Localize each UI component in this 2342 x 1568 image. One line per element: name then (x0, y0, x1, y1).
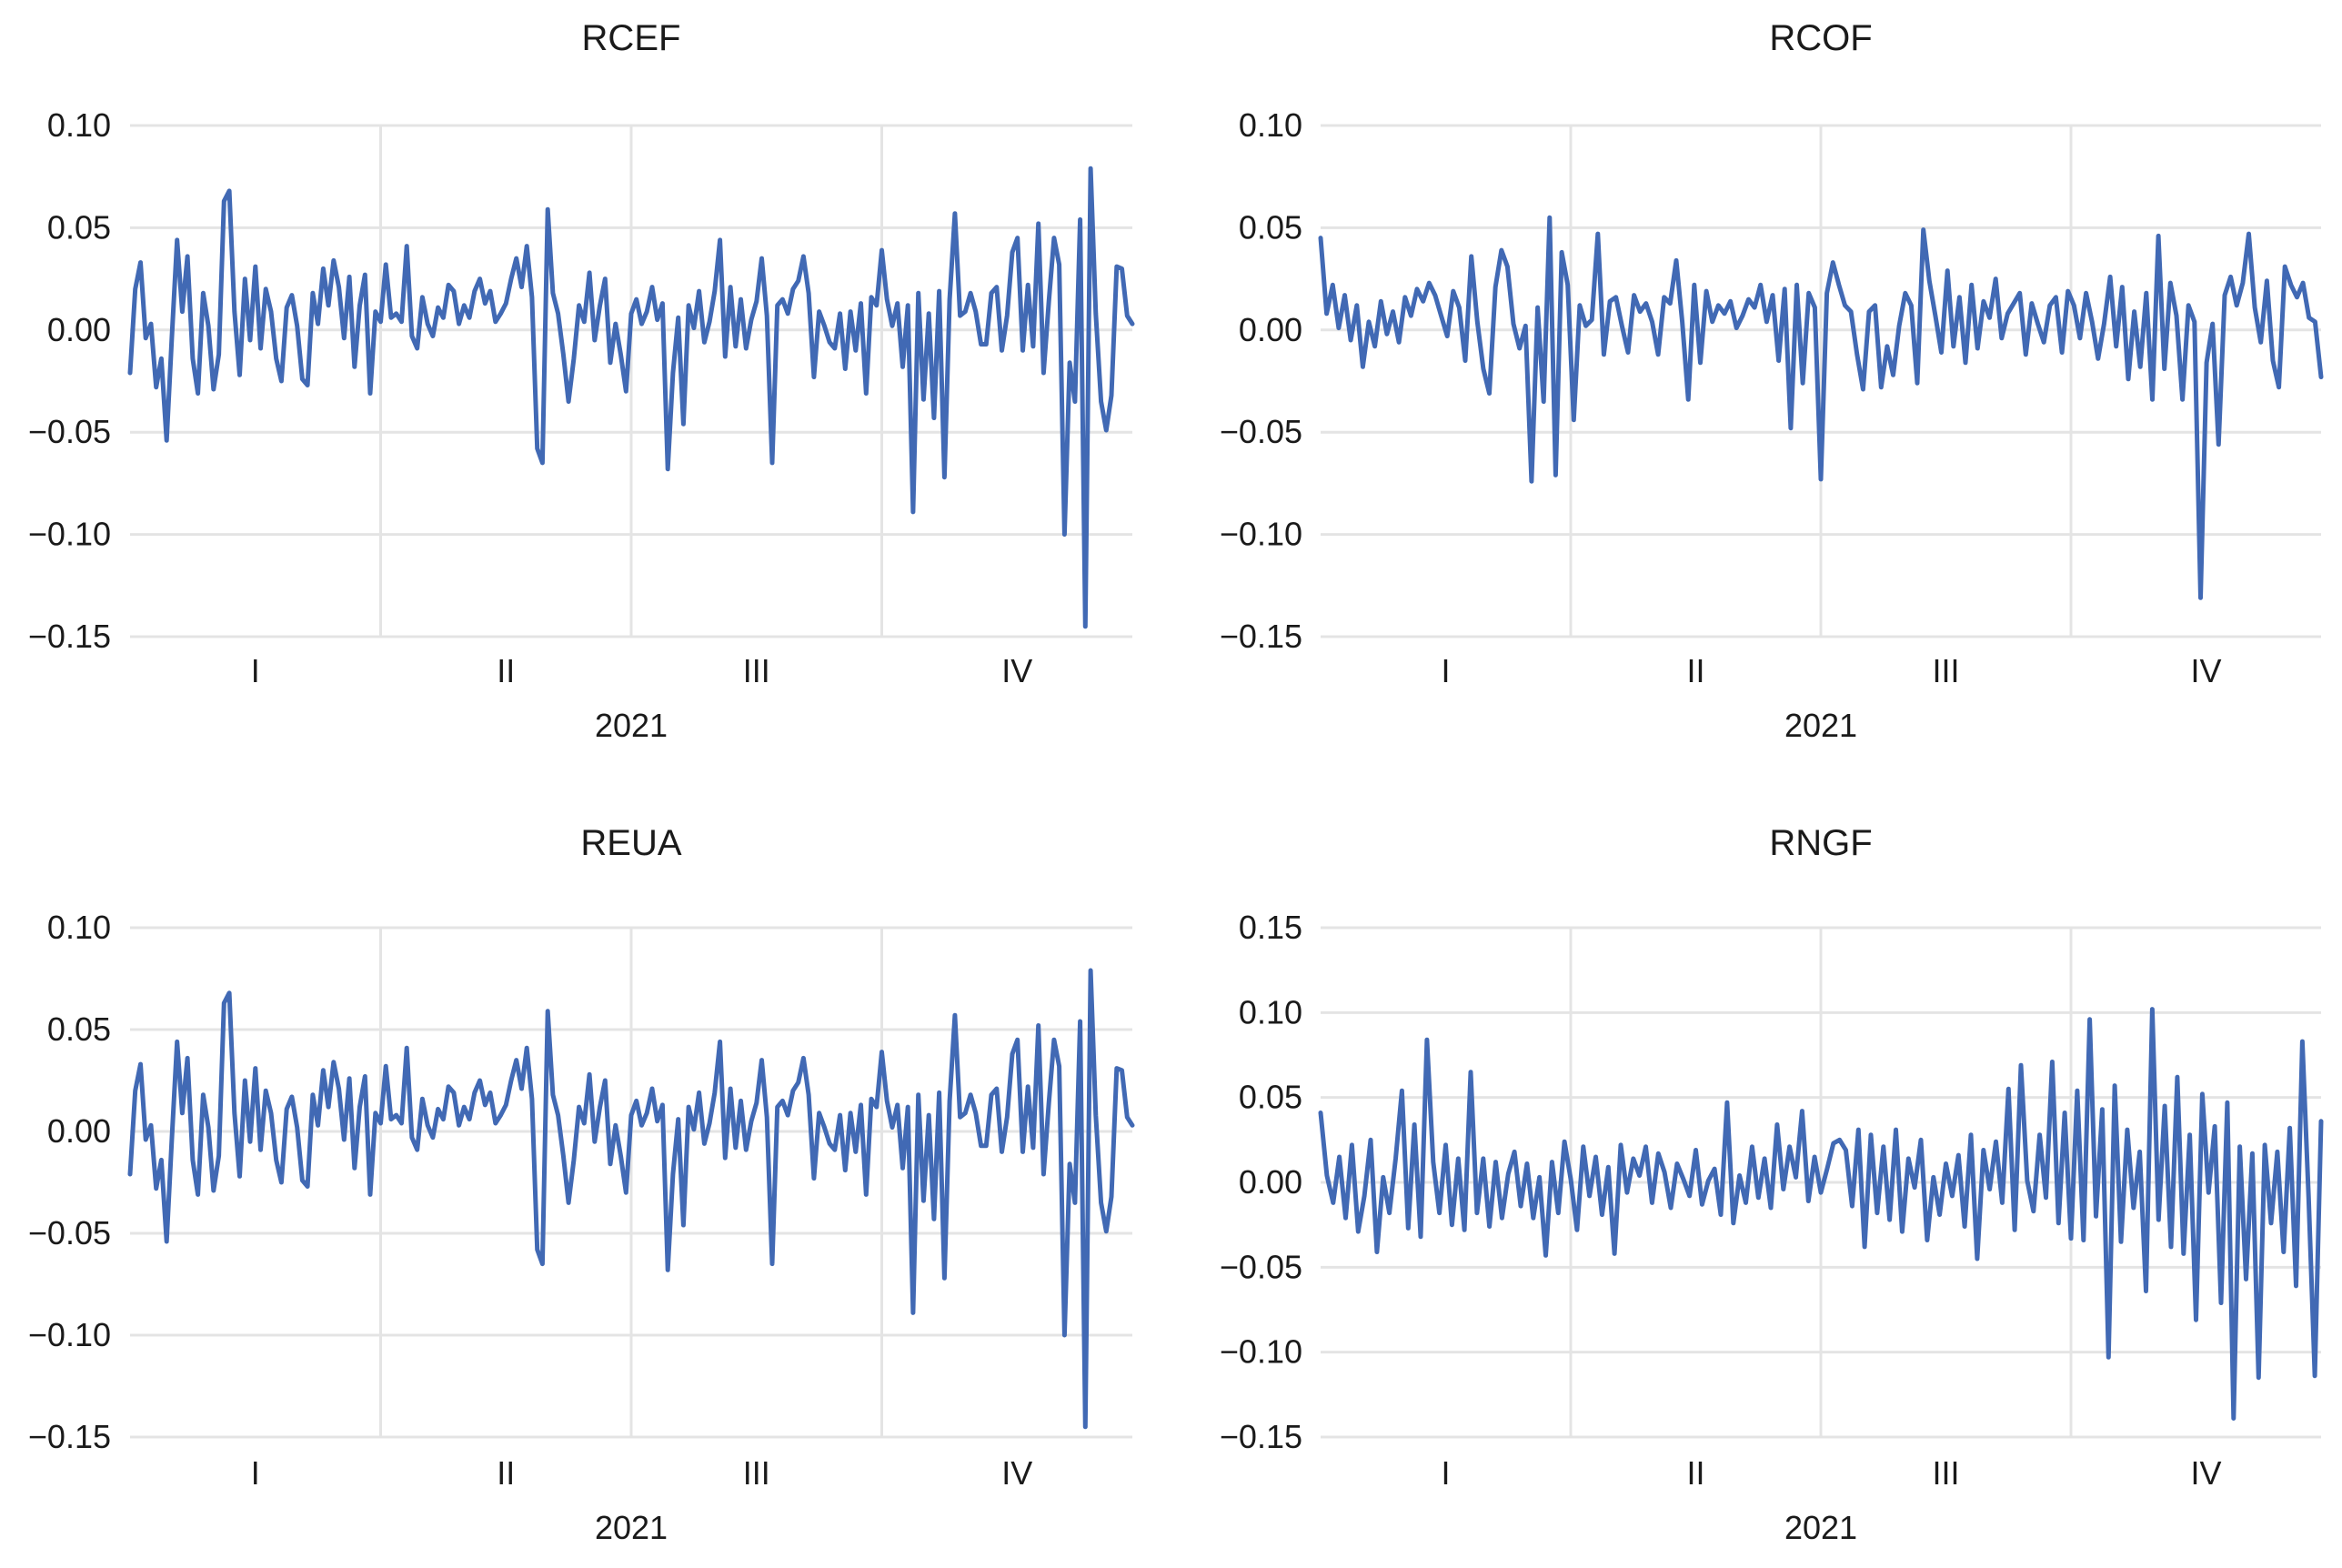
x-axis-label: 2021 (1784, 1509, 1857, 1546)
y-tick-label: 0.00 (1239, 1163, 1302, 1201)
x-tick-label: II (1686, 652, 1704, 689)
y-tick-label: 0.05 (47, 208, 111, 246)
x-tick-label: III (1932, 1454, 1959, 1492)
y-tick-label: 0.05 (1239, 208, 1302, 246)
x-tick-label: II (497, 1454, 515, 1492)
y-tick-label: −0.10 (28, 1316, 111, 1353)
x-tick-label: II (497, 652, 515, 689)
y-tick-label: 0.05 (47, 1010, 111, 1048)
y-tick-label: 0.10 (1239, 106, 1302, 144)
x-tick-label: I (251, 652, 260, 689)
x-tick-label: I (1441, 652, 1450, 689)
chart-title: RCOF (1769, 18, 1872, 58)
series-line-rcof (1318, 215, 2324, 600)
chart-title: RCEF (582, 18, 681, 58)
y-tick-label: −0.15 (1220, 1418, 1302, 1455)
x-tick-label: III (1932, 652, 1959, 689)
y-tick-label: −0.10 (28, 516, 111, 553)
y-tick-label: 0.10 (47, 909, 111, 946)
x-tick-label: IV (1001, 1454, 1032, 1492)
y-tick-label: −0.10 (1220, 1333, 1302, 1371)
y-tick-label: −0.15 (28, 618, 111, 655)
chart-title: RNGF (1769, 823, 1872, 863)
series-line-rcef (127, 166, 1135, 629)
y-tick-label: −0.05 (28, 1214, 111, 1251)
chart-title: REUA (580, 823, 681, 863)
x-tick-label: I (1441, 1454, 1450, 1492)
series-line-rngf (1318, 1007, 2324, 1421)
x-axis-label: 2021 (595, 1509, 668, 1546)
x-tick-label: IV (1001, 652, 1032, 689)
x-axis-label: 2021 (1784, 707, 1857, 744)
y-tick-label: −0.15 (28, 1418, 111, 1455)
y-tick-label: 0.00 (47, 311, 111, 348)
y-tick-label: 0.10 (47, 106, 111, 144)
y-tick-label: 0.00 (47, 1112, 111, 1150)
y-tick-label: −0.15 (1220, 618, 1302, 655)
y-tick-label: 0.15 (1239, 909, 1302, 946)
x-tick-label: II (1686, 1454, 1704, 1492)
y-tick-label: −0.05 (28, 413, 111, 450)
y-tick-label: −0.05 (1220, 413, 1302, 450)
series-line-reua (127, 968, 1135, 1430)
x-tick-label: IV (2190, 652, 2221, 689)
x-tick-label: I (251, 1454, 260, 1492)
y-tick-label: 0.00 (1239, 311, 1302, 348)
x-tick-label: III (743, 1454, 770, 1492)
x-tick-label: IV (2190, 1454, 2221, 1492)
x-axis-label: 2021 (595, 707, 668, 744)
x-tick-label: III (743, 652, 770, 689)
y-tick-label: −0.05 (1220, 1248, 1302, 1285)
y-tick-label: 0.05 (1239, 1079, 1302, 1116)
y-tick-label: 0.10 (1239, 993, 1302, 1030)
y-tick-label: −0.10 (1220, 516, 1302, 553)
